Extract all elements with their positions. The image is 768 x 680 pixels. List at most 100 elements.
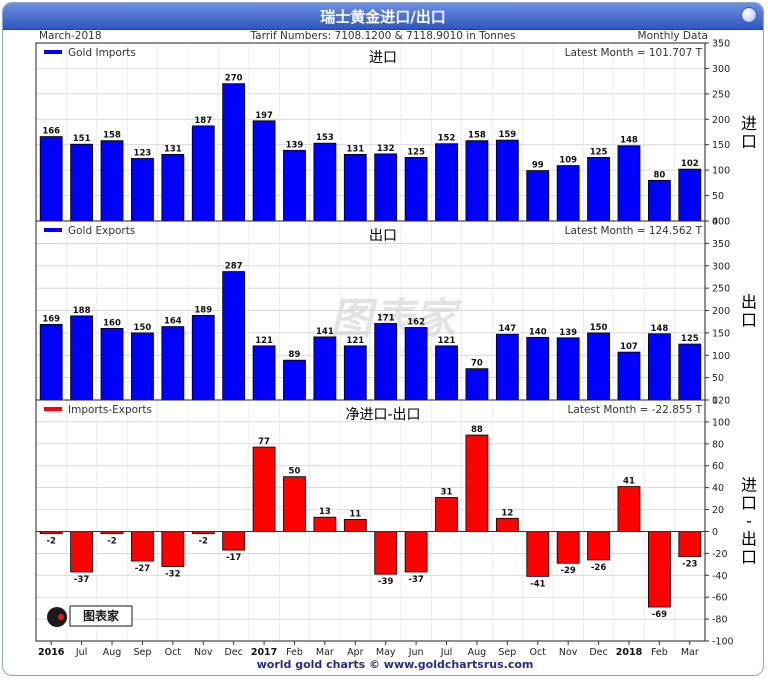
x-tick-label: Dec xyxy=(589,647,607,658)
y-tick-label: 350 xyxy=(712,239,730,250)
y-tick-label: 150 xyxy=(712,140,730,151)
bar xyxy=(222,531,246,551)
y-tick-label: 80 xyxy=(712,439,724,450)
y-tick-label: 300 xyxy=(712,261,730,272)
data-label: 121 xyxy=(346,336,364,346)
bar xyxy=(495,333,519,401)
data-label: 125 xyxy=(590,147,608,157)
data-label: 287 xyxy=(225,262,243,272)
bar xyxy=(313,336,337,401)
data-label: 80 xyxy=(653,170,665,180)
bar xyxy=(678,168,702,222)
bar xyxy=(191,125,215,222)
x-tick-label: Oct xyxy=(165,647,182,658)
y-tick-label: 100 xyxy=(712,417,730,428)
data-label: 150 xyxy=(134,323,152,333)
data-label: 147 xyxy=(498,324,516,334)
data-label: -2 xyxy=(107,537,117,547)
y-tick-label: 20 xyxy=(712,505,724,516)
bar xyxy=(526,336,550,401)
bar xyxy=(617,486,641,532)
data-label: 188 xyxy=(73,306,91,316)
data-label: -37 xyxy=(74,575,89,585)
data-label: 148 xyxy=(651,324,669,334)
logo-box xyxy=(69,605,133,627)
bar xyxy=(39,323,63,401)
y-tick-label: 400 xyxy=(712,217,730,228)
bar xyxy=(526,531,550,577)
data-label: 125 xyxy=(407,147,425,157)
header-frequency: Monthly Data xyxy=(638,30,708,42)
y-tick-label: -80 xyxy=(712,615,728,626)
bar xyxy=(556,165,580,222)
footer-credit: world gold charts © www.goldchartsrus.co… xyxy=(257,658,534,671)
data-label: 158 xyxy=(468,131,486,141)
y-tick-label: 60 xyxy=(712,461,724,472)
legend-label: Imports-Exports xyxy=(68,404,152,416)
bar xyxy=(39,136,63,222)
bar xyxy=(161,531,185,567)
bar xyxy=(587,157,610,222)
charts-svg: March-2018 Tarrif Numbers: 7108.1200 & 71… xyxy=(35,30,757,671)
bar xyxy=(313,142,337,222)
y-tick-label: 0 xyxy=(712,217,718,228)
bar xyxy=(70,531,94,573)
data-label: 88 xyxy=(471,425,483,435)
data-label: 139 xyxy=(559,328,577,338)
legend-swatch xyxy=(44,50,62,54)
legend-label: Gold Exports xyxy=(68,225,135,237)
data-label: 153 xyxy=(316,133,334,143)
data-label: 140 xyxy=(529,327,547,337)
data-label: 132 xyxy=(377,144,395,154)
window-title: 瑞士黄金进口/出口 xyxy=(320,8,446,26)
data-label: 121 xyxy=(438,336,456,346)
latest-month: Latest Month = 101.707 T xyxy=(565,47,703,59)
bar xyxy=(404,327,428,401)
bar xyxy=(495,517,519,532)
x-tick-label: 2017 xyxy=(251,647,277,658)
y-tick-label: 40 xyxy=(712,483,724,494)
bar xyxy=(647,333,671,401)
x-tick-label: May xyxy=(376,647,396,658)
bar xyxy=(283,476,306,532)
data-label: 169 xyxy=(42,314,60,324)
data-label: 189 xyxy=(194,305,212,315)
bar xyxy=(100,140,124,222)
bar xyxy=(252,345,276,401)
panel-3 xyxy=(35,399,709,642)
logo-dot xyxy=(57,613,65,621)
data-label: 31 xyxy=(441,487,453,497)
data-label: 158 xyxy=(103,131,121,141)
data-label: 50 xyxy=(289,467,301,477)
close-button[interactable] xyxy=(741,7,757,23)
data-label: 70 xyxy=(471,359,483,369)
panel-1 xyxy=(35,42,709,222)
bar xyxy=(252,120,276,222)
data-label: -2 xyxy=(46,537,56,547)
y-tick-label: -60 xyxy=(712,593,728,604)
bar xyxy=(465,434,489,532)
data-label: 150 xyxy=(590,323,608,333)
bar xyxy=(161,153,185,222)
data-label: 152 xyxy=(438,134,456,144)
bar xyxy=(191,315,215,401)
data-label: 270 xyxy=(225,74,243,84)
y-tick-label: -100 xyxy=(712,637,734,648)
x-tick-label: Mar xyxy=(681,647,699,658)
bar xyxy=(404,531,428,573)
y-tick-label: 350 xyxy=(712,39,730,50)
header-tariff: Tarrif Numbers: 7108.1200 & 7118.9010 in… xyxy=(249,30,515,42)
data-label: 121 xyxy=(255,336,273,346)
logo-icon xyxy=(47,607,67,627)
x-tick-label: Apr xyxy=(347,647,364,658)
bar xyxy=(678,531,702,558)
bar xyxy=(465,140,489,222)
panel-side-label: 出口 xyxy=(741,293,757,330)
data-label: 13 xyxy=(319,507,331,517)
x-tick-label: Feb xyxy=(651,647,668,658)
bar xyxy=(283,149,306,222)
data-label: 107 xyxy=(620,342,638,352)
bar xyxy=(131,531,154,562)
data-label: -23 xyxy=(682,560,697,570)
